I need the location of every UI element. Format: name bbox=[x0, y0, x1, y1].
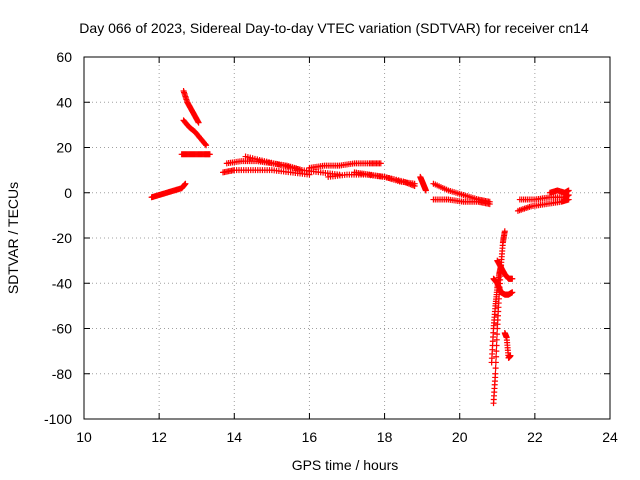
series-arc18 bbox=[501, 330, 514, 361]
data-point bbox=[195, 119, 202, 126]
data-point bbox=[565, 187, 572, 194]
series-arc8 bbox=[306, 160, 384, 171]
series-arc7 bbox=[242, 153, 343, 178]
y-tick-label: 60 bbox=[56, 49, 72, 65]
data-point bbox=[493, 348, 500, 355]
data-point bbox=[182, 180, 189, 187]
data-point bbox=[422, 187, 429, 194]
x-tick-label: 10 bbox=[76, 429, 92, 445]
data-point bbox=[493, 353, 500, 360]
series-arc20 bbox=[516, 192, 572, 203]
y-tick-label: -20 bbox=[52, 230, 72, 246]
data-point bbox=[493, 336, 500, 343]
data-point bbox=[411, 180, 418, 187]
data-point bbox=[494, 331, 501, 338]
series-arc4 bbox=[178, 151, 213, 158]
x-tick-label: 12 bbox=[151, 429, 167, 445]
data-point bbox=[509, 289, 516, 296]
data-point bbox=[486, 201, 493, 208]
series-arc1 bbox=[148, 180, 189, 201]
chart-title: Day 066 of 2023, Sidereal Day-to-day VTE… bbox=[79, 20, 589, 36]
y-tick-label: -80 bbox=[52, 366, 72, 382]
x-tick-label: 22 bbox=[527, 429, 543, 445]
data-point bbox=[203, 142, 210, 149]
y-tick-label: -40 bbox=[52, 275, 72, 291]
y-tick-label: 20 bbox=[56, 140, 72, 156]
series-arc13 bbox=[430, 196, 493, 208]
x-tick-label: 20 bbox=[452, 429, 468, 445]
series-arc2 bbox=[180, 87, 202, 126]
data-point bbox=[501, 228, 508, 235]
x-tick-label: 24 bbox=[602, 429, 618, 445]
y-axis-label: SDTVAR / TECUs bbox=[5, 182, 21, 294]
series-arc16 bbox=[490, 275, 516, 298]
data-point bbox=[377, 160, 384, 167]
plot-frame bbox=[83, 56, 611, 420]
series-arc11 bbox=[417, 173, 429, 194]
y-tick-label: -100 bbox=[44, 411, 72, 427]
series-arc3 bbox=[180, 117, 210, 149]
grid bbox=[84, 57, 610, 419]
data-point bbox=[507, 352, 514, 359]
axis-ticks bbox=[83, 56, 611, 420]
x-axis-label: GPS time / hours bbox=[292, 457, 399, 473]
data-point bbox=[206, 151, 213, 158]
y-tick-label: -60 bbox=[52, 321, 72, 337]
series-arc10 bbox=[351, 169, 418, 187]
x-tick-label: 14 bbox=[226, 429, 242, 445]
x-tick-label: 18 bbox=[377, 429, 393, 445]
data-point bbox=[492, 365, 499, 372]
series-arc17 bbox=[494, 257, 516, 282]
x-tick-label: 16 bbox=[302, 429, 318, 445]
series-arc15 bbox=[488, 262, 505, 366]
data-points bbox=[148, 87, 572, 407]
data-point bbox=[509, 275, 516, 282]
tick-labels: 10 12 14 16 18 20 22 24 -100 -80 -60 -40 -20 0 20 40 60 bbox=[44, 49, 618, 445]
y-tick-label: 0 bbox=[64, 185, 72, 201]
data-point bbox=[202, 141, 209, 148]
series-arc21 bbox=[546, 187, 572, 196]
data-point bbox=[492, 370, 499, 377]
y-tick-label: 40 bbox=[56, 94, 72, 110]
